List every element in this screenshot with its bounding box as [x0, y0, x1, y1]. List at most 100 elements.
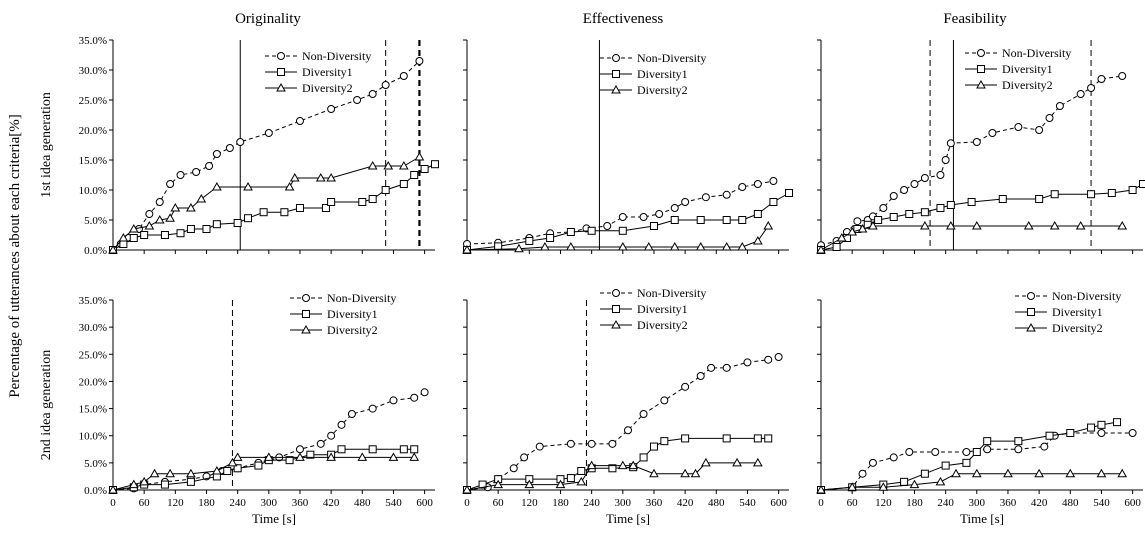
data-point [936, 204, 945, 212]
data-point [514, 243, 524, 253]
x-tick-label: 240 [583, 497, 600, 509]
data-point [383, 160, 394, 170]
data-point [905, 448, 914, 456]
legend: Non-Diversity Diversity1 Diversity2 [600, 286, 706, 332]
data-point [399, 72, 408, 80]
data-point [612, 70, 620, 78]
y-tick-label: 5.0% [84, 458, 107, 470]
series-diversity1 [817, 418, 1122, 494]
data-point [977, 65, 985, 73]
data-point [223, 467, 232, 475]
data-point [166, 180, 175, 188]
x-tick-label: 540 [1093, 497, 1110, 509]
data-point [410, 171, 419, 179]
data-point [889, 192, 898, 200]
data-point [306, 450, 315, 459]
data-point [774, 353, 783, 361]
data-point [983, 445, 992, 454]
data-point [1107, 189, 1116, 197]
data-point [1027, 292, 1035, 300]
data-point [695, 241, 706, 251]
x-tick-label: 360 [646, 497, 663, 509]
data-point [847, 226, 858, 236]
data-point [337, 420, 346, 429]
data-point [285, 456, 294, 465]
y-tick-label: 25.0% [79, 349, 107, 361]
data-point [244, 214, 253, 223]
data-point [920, 469, 929, 478]
data-point [176, 229, 185, 238]
legend: Non-Diversity Diversity1 Diversity2 [1015, 289, 1121, 335]
data-point [493, 479, 504, 489]
data-point [337, 445, 346, 454]
data-point [701, 457, 711, 467]
data-point [108, 484, 118, 494]
data-point [1097, 429, 1106, 437]
row-label-2nd: 2nd idea generation [39, 350, 54, 460]
column-title-feasibility: Feasibility [943, 11, 1007, 27]
column-title-originality: Originality [235, 11, 301, 27]
data-point [577, 467, 586, 475]
legend-label: Diversity1 [637, 67, 688, 81]
data-point [410, 445, 419, 454]
data-point [946, 139, 955, 148]
data-point [462, 484, 472, 494]
data-point [752, 457, 763, 467]
data-point [889, 213, 898, 221]
data-point [128, 479, 139, 489]
data-point [295, 452, 305, 461]
x-tick-label: 360 [292, 497, 309, 509]
data-point [410, 393, 419, 402]
data-point [1050, 190, 1059, 199]
data-point [669, 241, 680, 251]
data-point [358, 198, 367, 206]
data-point [721, 241, 732, 251]
data-point [628, 460, 639, 470]
data-point [1014, 445, 1023, 454]
data-point [977, 49, 985, 57]
data-point [738, 216, 747, 224]
chart-panel-6: 0 60 120 180 240 300 360 420 480 540 600 Time [s] No… [816, 289, 1143, 526]
data-point [414, 151, 425, 161]
data-point [368, 195, 377, 203]
data-point [139, 476, 150, 486]
data-point [639, 213, 648, 221]
data-point [129, 234, 138, 242]
data-point [263, 452, 274, 461]
data-point [743, 358, 752, 367]
data-point [1034, 468, 1044, 478]
data-point [874, 216, 883, 224]
legend-label: Non-Diversity [327, 291, 396, 305]
data-point [738, 183, 747, 191]
data-point [612, 305, 620, 313]
legend-label: Non-Diversity [637, 51, 706, 65]
y-tick-label: 10.0% [79, 185, 107, 197]
data-point [259, 208, 268, 217]
data-point [165, 213, 175, 222]
x-tick-label: 420 [1031, 497, 1048, 509]
legend-label: Diversity1 [1002, 62, 1053, 76]
data-point [732, 457, 742, 467]
data-point [931, 448, 940, 456]
series-non-diversity [463, 177, 778, 248]
column-title-effectiveness: Effectiveness [583, 11, 664, 27]
data-point [847, 482, 858, 491]
data-point [243, 181, 253, 191]
data-point [617, 460, 628, 470]
chart-panel-2: Non-Diversity Diversity1 Diversity2 [462, 39, 793, 254]
data-point [696, 372, 705, 380]
legend-label: Diversity2 [327, 323, 378, 337]
data-point [1087, 190, 1096, 199]
data-point [832, 243, 841, 251]
x-tick-label: 600 [770, 497, 787, 509]
data-point [420, 165, 429, 173]
data-point [643, 241, 654, 251]
data-point [494, 242, 503, 251]
data-point [1118, 72, 1127, 80]
data-point [389, 396, 398, 405]
data-point [752, 235, 763, 245]
legend-label: Diversity1 [637, 302, 688, 316]
data-point [900, 477, 909, 486]
data-point [951, 468, 961, 478]
series-line [112, 391, 425, 491]
